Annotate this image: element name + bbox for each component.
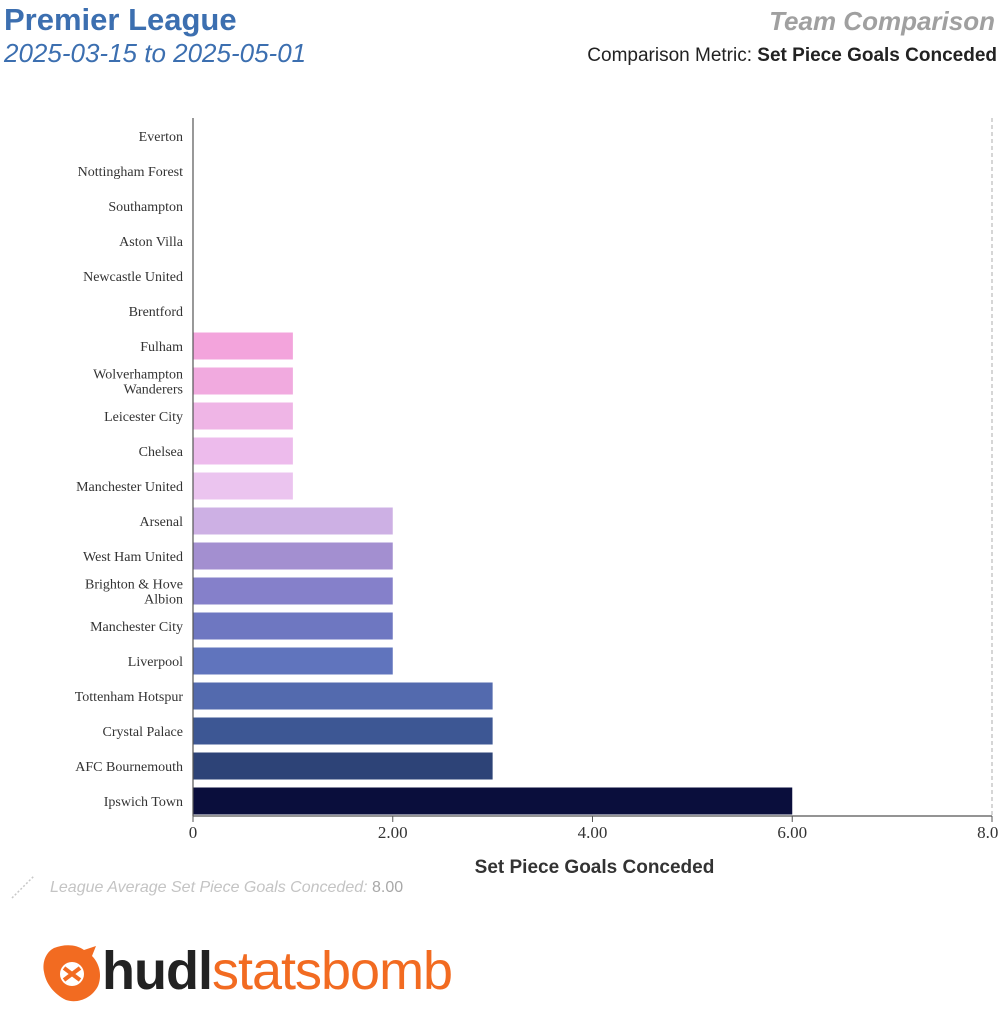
comparison-metric: Comparison Metric: Set Piece Goals Conce… bbox=[587, 45, 997, 67]
bar bbox=[193, 472, 293, 500]
category-label: West Ham United bbox=[83, 550, 183, 565]
league-average-swatch bbox=[11, 875, 35, 899]
x-tick-label: 0 bbox=[189, 823, 198, 842]
bar bbox=[193, 682, 493, 710]
bar bbox=[193, 507, 393, 535]
category-label: Chelsea bbox=[139, 445, 184, 460]
bar bbox=[193, 402, 293, 430]
league-average-note: League Average Set Piece Goals Conceded:… bbox=[50, 879, 403, 897]
bar bbox=[193, 717, 493, 745]
bar bbox=[193, 332, 293, 360]
statsbomb-wordmark: hudlstatsbomb bbox=[102, 940, 453, 1002]
category-label: Ipswich Town bbox=[104, 795, 183, 810]
bar-chart: Everton Nottingham Forest Southampton Aston… bbox=[11, 118, 999, 899]
bar bbox=[193, 542, 393, 570]
x-tick-label: 8.00 bbox=[977, 823, 999, 842]
category-label: Wolverhampton Wanderers bbox=[93, 368, 183, 398]
bar bbox=[193, 612, 393, 640]
bar bbox=[193, 787, 793, 815]
category-label: AFC Bournemouth bbox=[75, 760, 183, 775]
category-label: Aston Villa bbox=[119, 235, 184, 250]
category-label: Arsenal bbox=[139, 515, 183, 530]
category-label: Newcastle United bbox=[83, 270, 183, 285]
category-label: Liverpool bbox=[128, 655, 183, 670]
category-label: Manchester United bbox=[76, 480, 183, 495]
bar bbox=[193, 647, 393, 675]
date-range: 2025-03-15 to 2025-05-01 bbox=[4, 38, 307, 68]
category-label: Nottingham Forest bbox=[78, 165, 183, 180]
category-label: Fulham bbox=[140, 340, 183, 355]
category-label: Everton bbox=[139, 130, 183, 145]
bar bbox=[193, 752, 493, 780]
x-axis-label: Set Piece Goals Conceded bbox=[475, 857, 715, 878]
x-tick-label: 4.00 bbox=[578, 823, 608, 842]
category-label: Leicester City bbox=[104, 410, 183, 425]
category-label: Southampton bbox=[108, 200, 183, 215]
page-title: Premier League bbox=[4, 2, 237, 37]
metric-value: Set Piece Goals Conceded bbox=[757, 45, 997, 66]
category-label: Manchester City bbox=[90, 620, 183, 635]
comparison-title: Team Comparison bbox=[769, 6, 995, 36]
statsbomb-logo-icon bbox=[43, 945, 100, 1002]
bar bbox=[193, 367, 293, 395]
league-average-label: League Average Set Piece Goals Conceded: bbox=[50, 879, 368, 896]
metric-label: Comparison Metric: bbox=[587, 45, 753, 66]
category-label: Crystal Palace bbox=[103, 725, 183, 740]
category-label: Brentford bbox=[129, 305, 183, 320]
bar bbox=[193, 437, 293, 465]
wordmark-statsbomb: statsbomb bbox=[211, 941, 453, 1001]
category-label: Tottenham Hotspur bbox=[75, 690, 184, 705]
bar bbox=[193, 577, 393, 605]
wordmark-hudl: hudl bbox=[102, 941, 213, 1001]
x-tick-label: 2.00 bbox=[378, 823, 408, 842]
category-label: Brighton & Hove Albion bbox=[85, 578, 183, 608]
league-average-value: 8.00 bbox=[372, 879, 404, 896]
x-tick-label: 6.00 bbox=[777, 823, 807, 842]
